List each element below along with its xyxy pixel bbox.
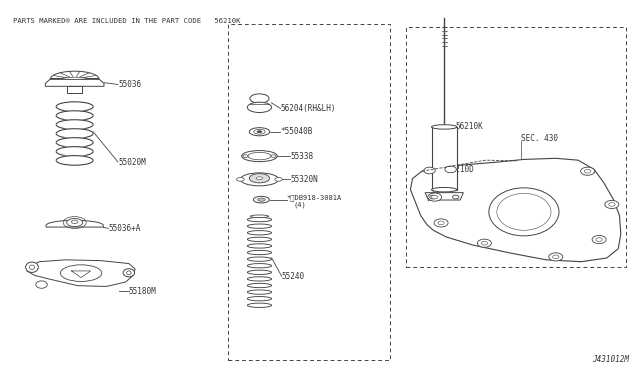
Ellipse shape (247, 224, 271, 228)
Polygon shape (56, 147, 93, 151)
Ellipse shape (477, 239, 492, 247)
Bar (228, 23, 390, 359)
Text: 55240: 55240 (282, 272, 305, 281)
Ellipse shape (247, 237, 271, 241)
Ellipse shape (237, 177, 244, 181)
Ellipse shape (249, 174, 269, 183)
Ellipse shape (445, 166, 456, 173)
Ellipse shape (596, 238, 602, 241)
Ellipse shape (552, 255, 559, 259)
Ellipse shape (243, 155, 248, 157)
Polygon shape (425, 193, 463, 200)
Text: J431012M: J431012M (592, 355, 629, 364)
Polygon shape (46, 220, 103, 227)
Text: 55036: 55036 (118, 80, 141, 89)
Ellipse shape (247, 283, 271, 288)
Ellipse shape (428, 193, 442, 201)
Polygon shape (56, 155, 93, 160)
Ellipse shape (26, 262, 38, 272)
Text: SEC. 430: SEC. 430 (521, 134, 557, 142)
Ellipse shape (275, 177, 282, 181)
Ellipse shape (60, 265, 102, 282)
Polygon shape (56, 111, 93, 116)
Ellipse shape (123, 269, 134, 277)
Ellipse shape (247, 303, 271, 307)
Polygon shape (67, 86, 83, 93)
Ellipse shape (247, 264, 271, 268)
Polygon shape (56, 138, 93, 142)
Ellipse shape (257, 131, 262, 133)
Text: PARTS MARKED® ARE INCLUDED IN THE PART CODE   56210K: PARTS MARKED® ARE INCLUDED IN THE PART C… (13, 18, 241, 24)
Polygon shape (410, 158, 621, 262)
Polygon shape (27, 260, 135, 286)
Ellipse shape (605, 201, 619, 209)
Ellipse shape (497, 193, 551, 230)
Ellipse shape (36, 281, 47, 288)
Ellipse shape (247, 290, 271, 294)
Ellipse shape (247, 250, 271, 255)
Ellipse shape (253, 196, 269, 203)
Polygon shape (45, 71, 104, 86)
Ellipse shape (489, 188, 559, 236)
Bar (406, 27, 626, 267)
Ellipse shape (127, 271, 131, 275)
Ellipse shape (429, 195, 436, 199)
Ellipse shape (438, 221, 444, 225)
Ellipse shape (250, 215, 269, 218)
Ellipse shape (247, 270, 271, 275)
Ellipse shape (548, 253, 563, 261)
Text: 55320N: 55320N (290, 175, 318, 184)
Text: 56210D: 56210D (446, 165, 474, 174)
Ellipse shape (247, 102, 271, 112)
Polygon shape (431, 127, 457, 190)
Polygon shape (56, 129, 93, 134)
Ellipse shape (248, 153, 271, 160)
Ellipse shape (242, 151, 277, 161)
Ellipse shape (247, 244, 271, 248)
Ellipse shape (434, 219, 448, 227)
Text: 56210K: 56210K (456, 122, 483, 131)
Ellipse shape (431, 195, 438, 199)
Ellipse shape (247, 277, 271, 281)
Ellipse shape (580, 167, 595, 175)
Ellipse shape (256, 177, 262, 180)
Ellipse shape (481, 241, 488, 245)
Ellipse shape (584, 169, 591, 173)
Ellipse shape (250, 94, 269, 103)
Ellipse shape (67, 218, 83, 227)
Ellipse shape (241, 173, 278, 186)
Ellipse shape (247, 257, 271, 261)
Text: 55020M: 55020M (118, 157, 146, 167)
Ellipse shape (247, 296, 271, 301)
Ellipse shape (424, 167, 435, 174)
Ellipse shape (253, 129, 265, 134)
Ellipse shape (609, 203, 615, 206)
Ellipse shape (271, 155, 276, 157)
Ellipse shape (247, 231, 271, 235)
Ellipse shape (249, 128, 269, 136)
Text: *55040B: *55040B (280, 127, 313, 136)
Text: 55338: 55338 (290, 152, 313, 161)
Ellipse shape (247, 217, 271, 222)
Polygon shape (56, 102, 93, 107)
Text: 56204(RH&LH): 56204(RH&LH) (280, 104, 336, 113)
Ellipse shape (431, 187, 457, 192)
Ellipse shape (257, 198, 265, 201)
Ellipse shape (431, 125, 457, 129)
Ellipse shape (592, 235, 606, 244)
Text: 55036+A: 55036+A (108, 224, 141, 233)
Text: (4): (4) (293, 201, 306, 208)
Ellipse shape (29, 265, 35, 269)
Text: *①DB918-3081A: *①DB918-3081A (287, 195, 342, 201)
Ellipse shape (452, 195, 459, 199)
Polygon shape (56, 120, 93, 125)
Ellipse shape (72, 220, 78, 224)
Text: 55180M: 55180M (129, 287, 157, 296)
Ellipse shape (62, 77, 88, 79)
